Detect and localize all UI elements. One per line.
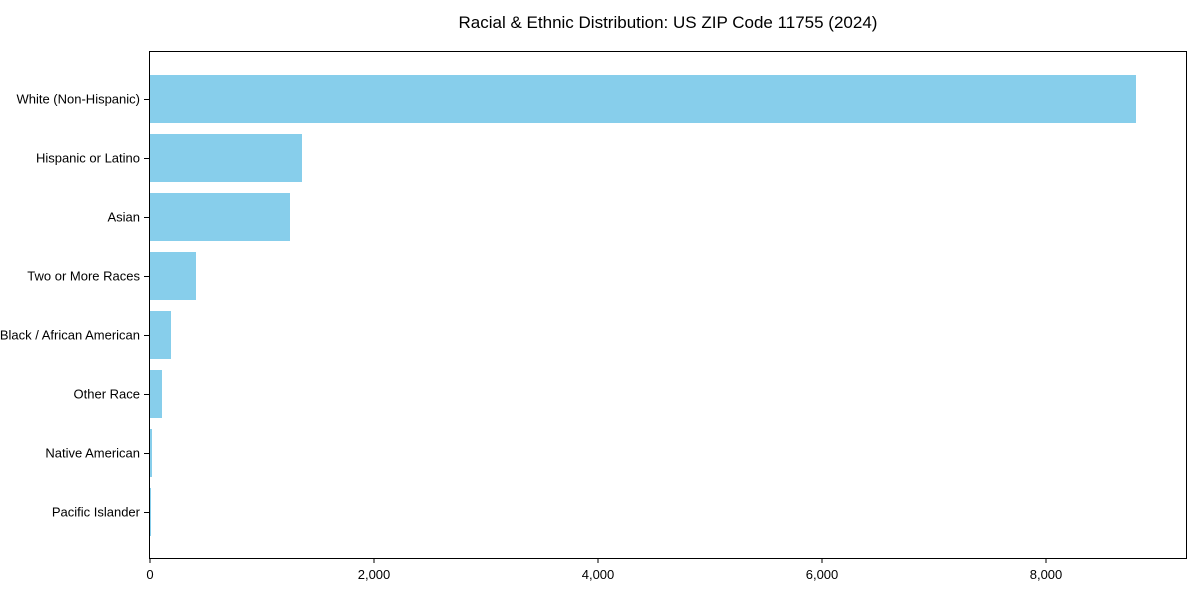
- bar: [150, 428, 152, 477]
- chart-title: Racial & Ethnic Distribution: US ZIP Cod…: [458, 13, 878, 32]
- bar-row: Two or More Races: [27, 246, 1186, 305]
- plot-area: White (Non-Hispanic) Hispanic or Latino As…: [0, 51, 1187, 582]
- x-axis-tick-label: 8,000: [1029, 567, 1063, 582]
- y-axis-label: Black / African American: [0, 327, 140, 342]
- bar-rows-container: White (Non-Hispanic) Hispanic or Latino As…: [0, 52, 1186, 558]
- y-axis-tick-mark: [144, 98, 150, 100]
- bar-row: Native American: [45, 423, 1186, 482]
- bar-row: Asian: [107, 187, 1186, 246]
- bar-row: White (Non-Hispanic): [16, 69, 1186, 128]
- x-axis-tick-label: 4,000: [581, 567, 615, 582]
- bar-row: Black / African American: [0, 305, 1186, 364]
- y-axis-label: Hispanic or Latino: [35, 150, 140, 165]
- bar: [150, 192, 290, 241]
- x-axis-tick-label: 6,000: [805, 567, 839, 582]
- bar-row: Pacific Islander: [52, 482, 1186, 541]
- x-axis-tick-mark: [821, 558, 823, 563]
- y-axis-tick-mark: [144, 157, 150, 159]
- bar: [150, 487, 151, 536]
- bar-row: Other Race: [74, 364, 1186, 423]
- bar: [150, 251, 196, 300]
- bar: [150, 133, 302, 182]
- y-axis-label: Two or More Races: [27, 268, 140, 283]
- y-axis-tick-mark: [144, 216, 150, 218]
- y-axis-label: White (Non-Hispanic): [16, 91, 140, 106]
- x-axis-tick-label: 2,000: [357, 567, 391, 582]
- y-axis-label: Asian: [107, 209, 140, 224]
- y-axis-tick-mark: [144, 511, 150, 513]
- x-axis-tick-label: 0: [146, 567, 154, 582]
- y-axis-tick-mark: [144, 393, 150, 395]
- y-axis-tick-mark: [144, 275, 150, 277]
- bar-row: Hispanic or Latino: [36, 128, 1186, 187]
- x-axis-tick-mark: [373, 558, 375, 563]
- x-axis-tick-mark: [149, 558, 151, 563]
- bar: [150, 74, 1136, 123]
- bar: [150, 310, 172, 359]
- y-axis-label: Native American: [45, 445, 140, 460]
- x-axis-tick-mark: [597, 558, 599, 563]
- y-axis-tick-mark: [144, 452, 150, 454]
- x-axis: 0 2,000 4,000 6,000 8,000: [146, 558, 1186, 588]
- y-axis-label: Other Race: [73, 386, 140, 401]
- bar: [150, 369, 163, 418]
- y-axis-tick-mark: [144, 334, 150, 336]
- x-axis-tick-mark: [1045, 558, 1047, 563]
- y-axis-label: Pacific Islander: [51, 504, 140, 519]
